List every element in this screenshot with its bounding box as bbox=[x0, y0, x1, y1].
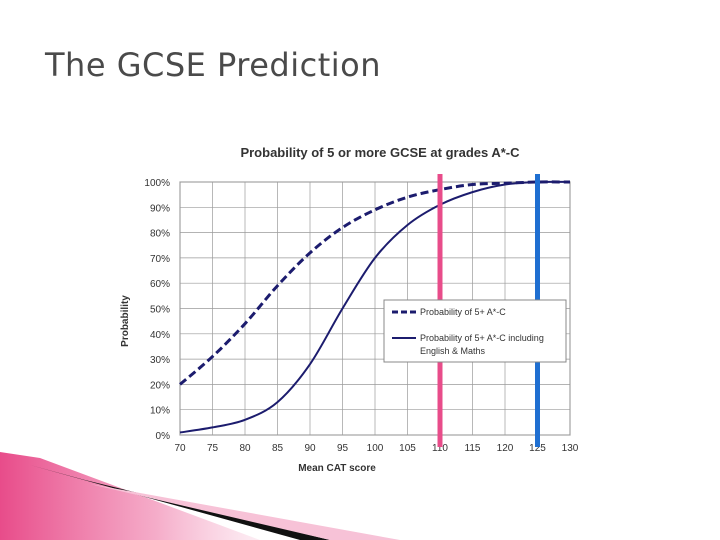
x-tick-label: 130 bbox=[562, 443, 579, 454]
y-tick-label: 10% bbox=[150, 406, 170, 417]
legend-box bbox=[383, 299, 567, 363]
x-tick-label: 110 bbox=[432, 443, 448, 454]
x-tick-label: 120 bbox=[497, 443, 514, 454]
y-tick-label: 20% bbox=[150, 380, 170, 391]
pink-swoosh bbox=[0, 452, 260, 540]
legend-label-series-2: Probability of 5+ A*-C including bbox=[420, 333, 544, 343]
chart-title: Probability of 5 or more GCSE at grades … bbox=[240, 145, 520, 160]
y-tick-label: 50% bbox=[150, 305, 170, 316]
x-tick-label: 125 bbox=[529, 443, 546, 454]
y-tick-label: 70% bbox=[150, 254, 170, 265]
probability-chart: Probability of 5 or more GCSE at grades … bbox=[120, 145, 579, 474]
x-tick-label: 75 bbox=[207, 443, 219, 454]
y-tick-label: 30% bbox=[150, 355, 170, 366]
x-tick-label: 90 bbox=[304, 443, 316, 454]
slide-title: The GCSE Prediction bbox=[45, 46, 381, 84]
x-tick-label: 95 bbox=[337, 443, 349, 454]
slide-decoration bbox=[0, 452, 400, 540]
legend: Probability of 5+ A*-C Probability of 5+… bbox=[383, 299, 567, 363]
series-line-1 bbox=[179, 180, 571, 386]
y-tick-label: 80% bbox=[150, 229, 170, 240]
legend-label-series-2-line2: English & Maths bbox=[420, 346, 486, 356]
series-lines bbox=[179, 180, 571, 434]
x-tick-label: 115 bbox=[465, 443, 481, 454]
x-tick-label: 105 bbox=[399, 443, 416, 454]
x-axis-label: Mean CAT score bbox=[298, 463, 376, 474]
y-tick-label: 90% bbox=[150, 203, 170, 214]
y-tick-label: 60% bbox=[150, 279, 170, 290]
y-tick-label: 100% bbox=[144, 178, 170, 189]
x-tick-label: 100 bbox=[367, 443, 384, 454]
light-pink-swoosh bbox=[90, 484, 400, 540]
tick-labels: 70 75 80 85 90 95 100 105 110 115 120 125 130 0% 10% 20… bbox=[144, 178, 578, 454]
y-tick-label: 40% bbox=[150, 330, 170, 341]
x-tick-label: 80 bbox=[239, 443, 251, 454]
x-tick-label: 85 bbox=[272, 443, 284, 454]
x-tick-label: 70 bbox=[174, 443, 186, 454]
series-line-2 bbox=[179, 180, 571, 434]
y-axis-label: Probability bbox=[120, 295, 131, 347]
legend-label-series-1: Probability of 5+ A*-C bbox=[420, 307, 506, 317]
y-tick-label: 0% bbox=[156, 431, 171, 442]
